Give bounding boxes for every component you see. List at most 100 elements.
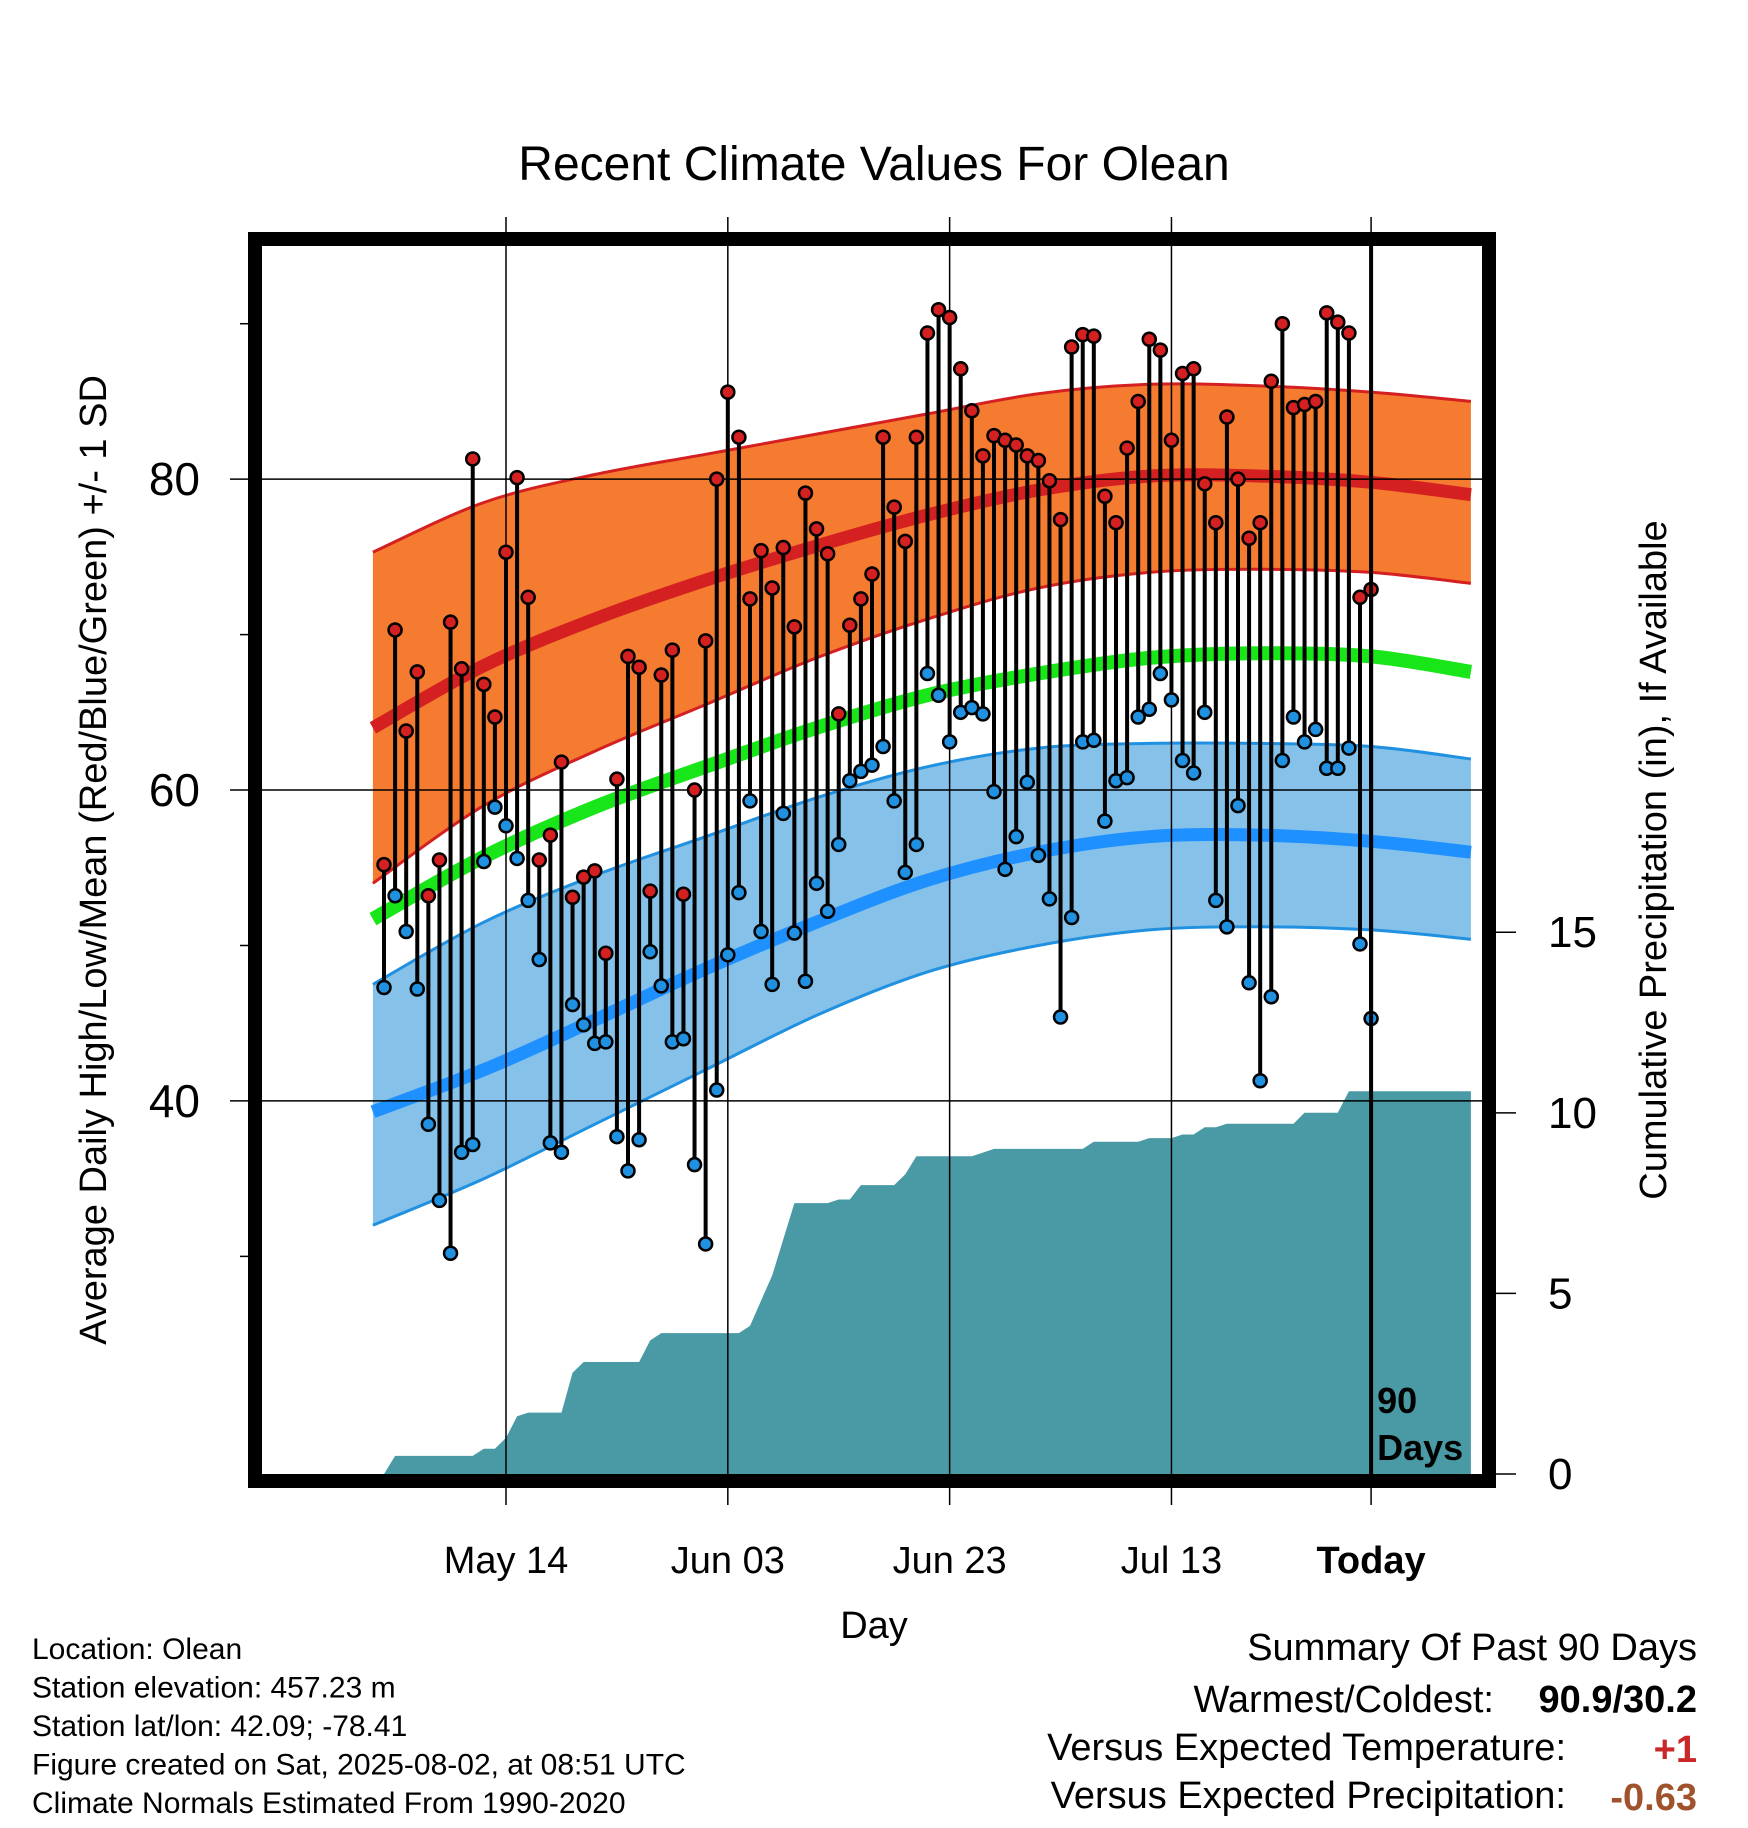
mean-temp-line (369, 646, 1472, 926)
daily-low-point (498, 818, 514, 834)
daily-high-point (930, 301, 947, 318)
daily-high-point (697, 633, 714, 649)
daily-low-point (864, 757, 880, 773)
daily-high-point (886, 499, 902, 515)
daily-high-point (764, 580, 780, 596)
daily-low-point (1163, 692, 1180, 708)
daily-low-point (1230, 797, 1246, 814)
daily-low-point (1086, 732, 1102, 749)
daily-high-point (1263, 373, 1280, 389)
daily-low-point (1341, 740, 1357, 756)
daily-high-point (842, 617, 858, 634)
daily-high-point (1086, 328, 1102, 344)
daily-low-point (908, 836, 925, 853)
daily-high-point (853, 591, 869, 607)
daily-low-point (1285, 709, 1302, 725)
daily-high-point (642, 883, 658, 899)
daily-low-point (697, 1236, 714, 1252)
daily-low-point (1252, 1072, 1268, 1089)
low-sd-lower-line (372, 925, 1472, 1227)
daily-high-point (919, 325, 936, 341)
daily-high-point (731, 429, 747, 445)
daily-low-point (819, 903, 836, 920)
today-marker-label: Days (1377, 1427, 1463, 1468)
daily-low-point (1219, 919, 1235, 935)
daily-high-point (1274, 315, 1291, 332)
daily-high-point (431, 852, 448, 868)
daily-low-point (1041, 891, 1058, 907)
daily-low-point (875, 738, 891, 755)
x-tick-label: Jun 23 (893, 1540, 1007, 1582)
daily-low-point (1152, 665, 1169, 682)
daily-high-point (1318, 305, 1335, 321)
daily-low-point (598, 1034, 614, 1050)
daily-high-point (442, 614, 459, 630)
daily-low-point (387, 888, 403, 904)
daily-high-point (453, 661, 470, 677)
x-tick-label: Jul 13 (1121, 1540, 1222, 1582)
daily-low-point (742, 793, 758, 809)
low-sd-band (372, 742, 1471, 1226)
daily-high-point (464, 451, 481, 467)
daily-low-point (476, 853, 492, 870)
daily-low-point (1330, 760, 1346, 777)
daily-low-point (919, 665, 936, 682)
daily-low-point (531, 951, 548, 968)
summary-warm-cold-value: 90.9/30.2 (1539, 1679, 1697, 1721)
daily-low-point (897, 864, 914, 881)
summary-heading: Summary Of Past 90 Days (1247, 1627, 1697, 1669)
daily-low-point (1052, 1009, 1069, 1025)
daily-high-point (742, 591, 758, 607)
daily-low-point (609, 1128, 625, 1145)
daily-high-point (753, 542, 769, 559)
daily-high-point (1052, 511, 1069, 528)
daily-high-point (564, 889, 581, 906)
daily-high-point (1141, 331, 1158, 348)
daily-high-point (598, 945, 614, 962)
footer-info-line: Climate Normals Estimated From 1990-2020 (32, 1787, 626, 1820)
daily-high-point (941, 309, 958, 326)
daily-low-point (464, 1136, 481, 1153)
x-tick-label: Today (1317, 1540, 1426, 1582)
daily-low-point (642, 943, 658, 960)
daily-low-point (686, 1156, 703, 1173)
daily-low-point (930, 687, 947, 703)
summary-temp-value: +1 (1654, 1729, 1697, 1771)
high-sd-band (372, 383, 1471, 884)
footer-info-line: Station lat/lon: 42.09; -78.41 (32, 1710, 407, 1743)
daily-high-point (1208, 514, 1224, 531)
daily-low-point (708, 1082, 725, 1098)
daily-high-point (620, 648, 636, 665)
daily-high-point (1219, 409, 1235, 425)
y2-tick-label: 10 (1548, 1089, 1597, 1138)
daily-high-point (1097, 488, 1113, 505)
daily-low-point (1241, 975, 1257, 991)
daily-high-point (908, 429, 925, 445)
daily-low-point (1019, 774, 1036, 791)
daily-high-point (1063, 339, 1080, 355)
daily-low-point (1263, 989, 1280, 1005)
daily-low-point (720, 947, 736, 963)
daily-high-point (531, 852, 548, 868)
y2-axis-label: Cumulative Precipitation (in), If Availa… (1633, 520, 1675, 1199)
daily-high-point (387, 622, 403, 638)
daily-low-point (509, 850, 525, 867)
daily-low-point (564, 996, 581, 1013)
daily-low-point (1030, 847, 1047, 864)
daily-low-point (1063, 909, 1080, 926)
daily-high-point (1041, 472, 1058, 489)
daily-low-point (764, 976, 780, 993)
daily-low-point (453, 1144, 470, 1160)
daily-high-point (609, 771, 625, 787)
daily-low-point (542, 1135, 559, 1151)
daily-high-point (1163, 432, 1180, 449)
footer-info-line: Figure created on Sat, 2025-08-02, at 08… (32, 1749, 686, 1782)
daily-low-point (1119, 769, 1135, 786)
daily-low-point (753, 923, 769, 940)
daily-high-point (897, 533, 914, 550)
daily-high-point (819, 546, 836, 562)
daily-low-point (398, 923, 414, 940)
low-mean-line (370, 828, 1472, 1118)
footer-info-line: Station elevation: 457.23 m (32, 1672, 396, 1705)
daily-low-point (675, 1031, 692, 1047)
